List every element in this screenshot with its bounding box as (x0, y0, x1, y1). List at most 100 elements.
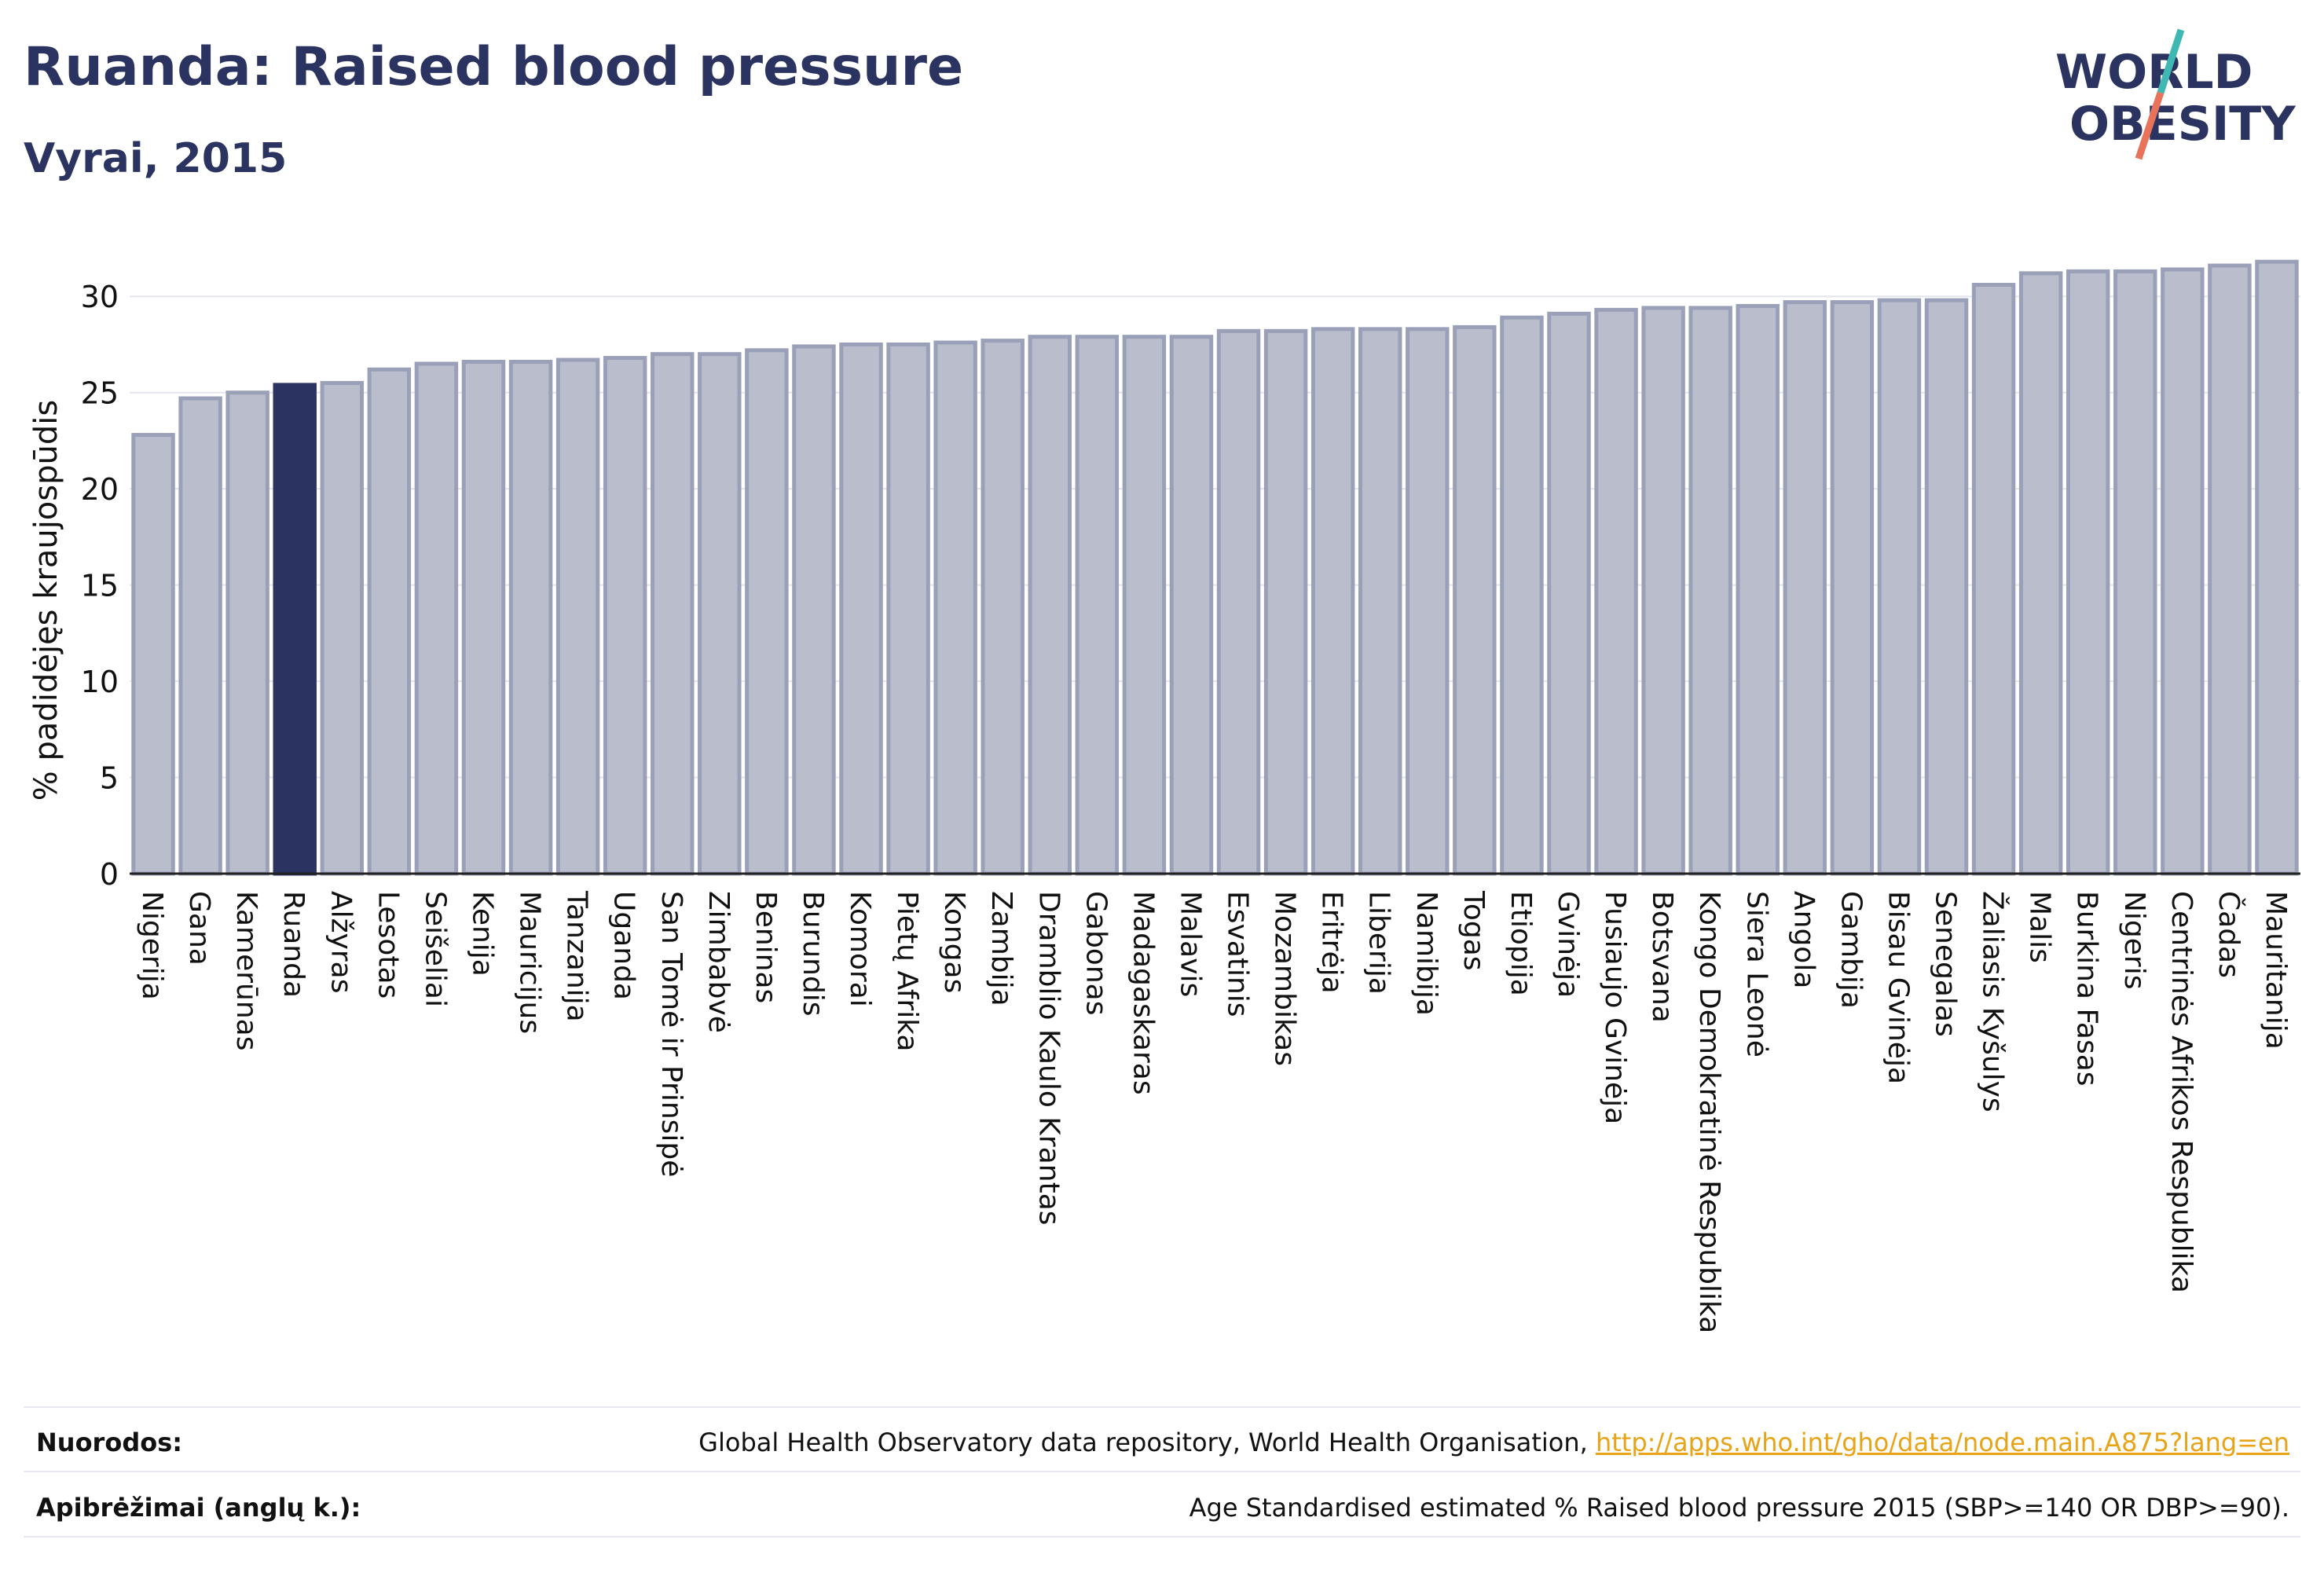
bar (1263, 328, 1308, 876)
x-tick-label: Alžyras (324, 891, 357, 993)
y-tick-label: 30 (81, 280, 119, 314)
logo-word-world: WORLD (2055, 45, 2253, 100)
bar (1310, 327, 1355, 876)
x-tick-label: Burundis (797, 891, 829, 1017)
x-tick-label: Nigerija (136, 891, 168, 1000)
bar (178, 396, 222, 876)
x-tick-labels: Nigerija Gana Kamerūnas Ruanda Alžyras Lesota… (136, 890, 2292, 1333)
x-tick-label: Gana (183, 891, 215, 966)
x-tick-label: Kamerūnas (230, 891, 262, 1051)
x-tick-label: Mauricijus (514, 891, 546, 1034)
x-tick-label: Pietų Afrika (891, 891, 923, 1052)
footer-divider-middle (24, 1471, 2300, 1472)
bar (603, 356, 647, 876)
x-tick-label: Dramblio Kaulo Krantas (1032, 891, 1065, 1226)
logo-slash-teal (2157, 28, 2185, 94)
bars (131, 259, 2299, 876)
x-tick-label: Bisau Gvinėja (1882, 891, 1914, 1084)
x-tick-label: Kongas (938, 891, 970, 993)
x-tick-label: Senegalas (1930, 891, 1962, 1037)
bar (1169, 335, 1214, 876)
bar (555, 357, 600, 876)
bar (1358, 327, 1402, 876)
x-tick-label: Malavis (1174, 891, 1206, 997)
x-tick-label: Gabonas (1080, 891, 1112, 1015)
x-tick-label: Burkina Fasas (2071, 891, 2103, 1087)
bar (1736, 303, 1780, 876)
bar (2161, 267, 2205, 876)
x-tick-label: Etiopija (1505, 891, 1537, 996)
y-tick-label: 0 (100, 857, 119, 892)
bar (1783, 300, 1827, 876)
y-tick-label: 15 (81, 569, 119, 603)
bar (414, 361, 459, 876)
x-tick-label: Pusiaujo Gvinėja (1599, 891, 1631, 1124)
bar (2018, 271, 2063, 876)
x-tick-label: Togas (1457, 890, 1490, 971)
bar (839, 342, 883, 876)
chart-subtitle: Vyrai, 2015 (24, 135, 288, 182)
bar (508, 360, 553, 876)
y-tick-label: 25 (81, 376, 119, 411)
bar (792, 344, 836, 876)
x-tick-label: Čadas (2212, 891, 2245, 978)
bar (1641, 306, 1685, 876)
y-tick-label: 5 (100, 761, 119, 796)
bar (461, 360, 506, 876)
bar (2255, 259, 2299, 876)
bar (933, 340, 977, 876)
bar (320, 380, 365, 876)
footer-divider-bottom (24, 1536, 2300, 1538)
bar (1500, 315, 1544, 876)
x-tick-label: Mauritanija (2260, 891, 2292, 1050)
bar (1216, 328, 1261, 876)
x-tick-label: Kongo Demokratinė Respublika (1693, 891, 1725, 1333)
bar (1594, 307, 1638, 876)
x-tick-label: Žaliasis Kyšulys (1977, 891, 2010, 1112)
x-tick-label: Zambija (985, 891, 1017, 1006)
bar (1688, 306, 1732, 876)
chart-title: Ruanda: Raised blood pressure (24, 36, 964, 98)
bar (1075, 335, 1120, 876)
bar (2113, 269, 2157, 876)
bar (981, 339, 1025, 876)
bar (131, 433, 175, 876)
sources-value: Global Health Observatory data repositor… (698, 1428, 2289, 1457)
bar (1453, 324, 1497, 876)
x-tick-label: Centrinės Afrikos Respublika (2165, 891, 2198, 1293)
x-tick-label: Tanzanija (561, 890, 593, 1022)
x-tick-label: Eritrėja (1316, 891, 1348, 994)
x-tick-label: Nigeris (2118, 891, 2150, 990)
bar (886, 342, 930, 876)
bar (2208, 263, 2252, 876)
bar (1877, 298, 1922, 876)
bar-highlight (273, 383, 317, 876)
y-tick-label: 20 (81, 472, 119, 507)
logo-word-obesity: OBESITY (2069, 97, 2297, 152)
x-tick-label: Beninas (750, 891, 782, 1003)
x-tick-label: Madagaskaras (1127, 891, 1159, 1095)
bar-chart: 0 5 10 15 20 25 30 Nigerija Gana Kamerūnas Ruanda… (28, 259, 2300, 1333)
x-tick-label: Angola (1787, 891, 1820, 988)
y-axis-label: % padidėjęs kraujospūdis (28, 400, 64, 801)
bar (698, 352, 742, 876)
x-tick-label: Ruanda (277, 891, 310, 998)
x-tick-label: Gvinėja (1552, 891, 1584, 998)
sources-link[interactable]: http://apps.who.int/gho/data/node.main.A… (1595, 1428, 2289, 1457)
definitions-value: Age Standardised estimated % Raised bloo… (1189, 1493, 2289, 1523)
bar (367, 367, 412, 876)
bar (745, 348, 789, 876)
x-tick-label: Siera Leonė (1740, 891, 1772, 1057)
x-tick-label: Seišeliai (419, 891, 451, 1007)
x-tick-label: Gambija (1835, 891, 1867, 1009)
y-tick-label: 10 (81, 665, 119, 699)
x-tick-label: Zimbabvė (702, 891, 735, 1033)
x-tick-label: Liberija (1363, 891, 1395, 995)
x-tick-label: Lesotas (372, 891, 404, 999)
bar (1547, 311, 1591, 876)
footer-divider-top (24, 1406, 2300, 1408)
x-tick-label: Malis (2024, 891, 2056, 963)
bar (651, 352, 695, 876)
x-tick-label: Namibija (1410, 891, 1442, 1016)
x-tick-label: Mozambikas (1269, 891, 1301, 1066)
